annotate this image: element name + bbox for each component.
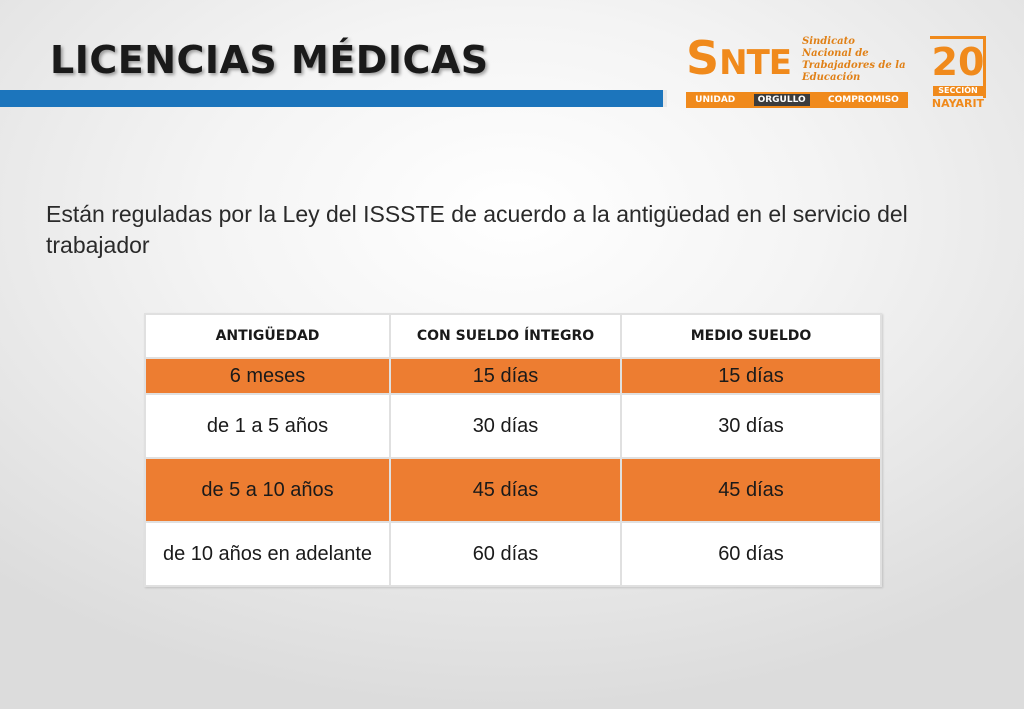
column-header: MEDIO SUELDO: [620, 313, 882, 359]
intro-text: Están reguladas por la Ley del ISSSTE de…: [46, 201, 908, 258]
table-cell-sueldo-integro: 45 días: [389, 457, 622, 523]
section-state: NAYARIT: [931, 97, 985, 110]
table-cell-antiguedad: de 10 años en adelante: [144, 521, 391, 587]
table-header-row: ANTIGÜEDAD CON SUELDO ÍNTEGRO MEDIO SUEL…: [144, 313, 882, 359]
section-label: SECCIÓN: [933, 86, 983, 96]
table-row: de 5 a 10 años 45 días 45 días: [144, 457, 882, 523]
snte-description-line: Educación: [802, 72, 861, 83]
table-cell-medio-sueldo: 60 días: [620, 521, 882, 587]
column-header: ANTIGÜEDAD: [144, 313, 391, 359]
table-cell-medio-sueldo: 30 días: [620, 393, 882, 459]
table-cell-antiguedad: de 1 a 5 años: [144, 393, 391, 459]
table-cell-sueldo-integro: 60 días: [389, 521, 622, 587]
title-underline-bar: [0, 90, 663, 107]
table-row: de 10 años en adelante 60 días 60 días: [144, 521, 882, 587]
section-badge-frame: [930, 36, 986, 98]
snte-description-line: Trabajadores de la: [802, 60, 906, 71]
table-cell-antiguedad: 6 meses: [144, 357, 391, 395]
table-row: de 1 a 5 años 30 días 30 días: [144, 393, 882, 459]
motto-bar: UNIDAD ORGULLO COMPROMISO: [686, 92, 908, 108]
section-number: 20: [931, 40, 985, 84]
table-cell-medio-sueldo: 45 días: [620, 457, 882, 523]
snte-description: Sindicato Nacional de Trabajadores de la…: [802, 36, 912, 84]
table-cell-antiguedad: de 5 a 10 años: [144, 457, 391, 523]
licencias-table: ANTIGÜEDAD CON SUELDO ÍNTEGRO MEDIO SUEL…: [144, 313, 882, 587]
column-header: CON SUELDO ÍNTEGRO: [389, 313, 622, 359]
snte-wordmark: SNTE: [686, 31, 792, 85]
snte-description-line: Nacional de: [802, 48, 869, 59]
snte-initial: S: [686, 31, 720, 85]
motto-compromiso: COMPROMISO: [828, 95, 899, 105]
table-cell-medio-sueldo: 15 días: [620, 357, 882, 395]
table-cell-sueldo-integro: 15 días: [389, 357, 622, 395]
table-row: 6 meses 15 días 15 días: [144, 357, 882, 395]
table-cell-sueldo-integro: 30 días: [389, 393, 622, 459]
snte-rest: NTE: [719, 43, 792, 83]
motto-unidad: UNIDAD: [695, 95, 736, 105]
snte-description-line: Sindicato: [802, 36, 855, 47]
slide-title: LICENCIAS MÉDICAS: [50, 38, 489, 82]
title-bar-edge: [663, 90, 667, 107]
snte-logo: SNTE Sindicato Nacional de Trabajadores …: [686, 34, 990, 112]
motto-orgullo: ORGULLO: [753, 94, 810, 106]
